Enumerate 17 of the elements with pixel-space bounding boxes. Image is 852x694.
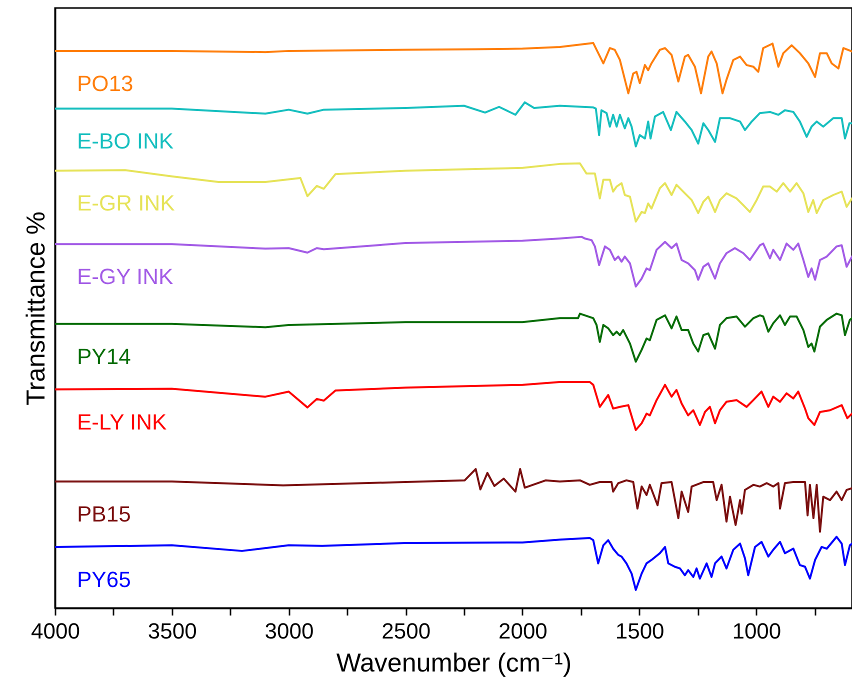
x-tick-label: 4000 <box>31 618 80 644</box>
series-label: E-GY INK <box>77 264 174 290</box>
x-tick-label: 1500 <box>615 618 664 644</box>
x-tick-label: 3500 <box>148 618 197 644</box>
series-label: E-BO INK <box>77 128 174 154</box>
x-tick-label: 2000 <box>498 618 548 644</box>
x-tick-label: 1000 <box>732 618 782 644</box>
series-label: PO13 <box>77 70 134 96</box>
series-label: PY14 <box>77 344 131 369</box>
y-axis-title: Transmittance % <box>20 211 50 406</box>
series-label: E-LY INK <box>77 409 167 434</box>
series-label: PB15 <box>77 501 131 526</box>
series-label: E-GR INK <box>77 190 176 216</box>
x-axis-title: Wavenumber (cm⁻¹) <box>336 648 572 678</box>
series-label: PY65 <box>77 566 131 592</box>
x-tick-label: 2500 <box>382 618 431 644</box>
x-tick-label: 3000 <box>264 618 314 644</box>
